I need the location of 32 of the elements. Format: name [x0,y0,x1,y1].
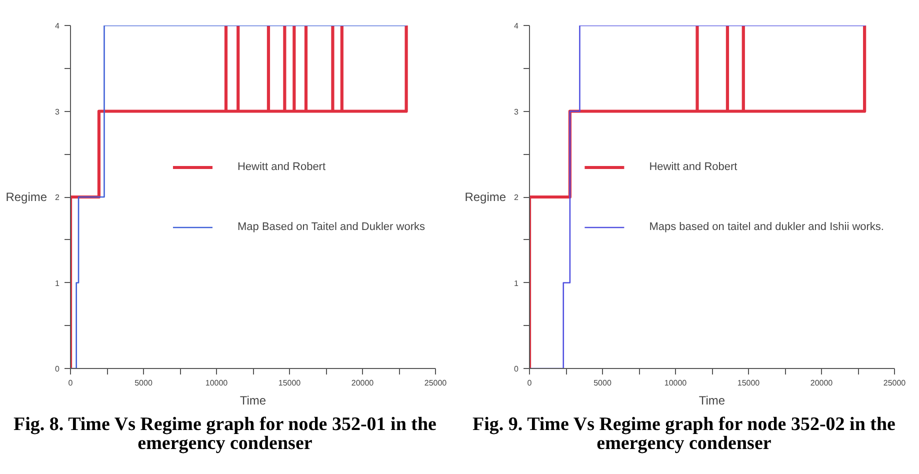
x-tick-label: 0 [68,378,74,388]
y-tick-label: 2 [55,193,60,202]
y-tick-label: 0 [514,364,520,374]
x-tick-label: 20000 [810,378,834,388]
y-axis-title: Regime [6,190,48,204]
y-axis-title: Regime [464,190,506,204]
x-tick-label: 25000 [424,378,448,388]
x-tick-label: 5000 [134,378,153,388]
caption: Fig. 8. Time Vs Regime graph for node 352-01 in the emergency condenser [12,414,438,454]
y-tick-label: 4 [55,22,60,30]
x-tick-label: 25000 [883,378,906,388]
legend-label: Hewitt and Robert [649,160,738,172]
x-tick-label: 20000 [351,378,374,388]
x-tick-label: 15000 [737,378,760,388]
x-tick-label: 10000 [205,378,228,388]
y-tick-label: 1 [514,278,520,288]
legend-label: Map Based on Taitel and Dukler works [237,220,425,232]
y-tick-label: 0 [55,364,60,374]
y-tick-label: 1 [55,278,60,288]
legend-label: Maps based on taitel and dukler and Ishii works. [649,220,884,232]
x-tick-label: 15000 [278,378,302,388]
x-tick-label: 10000 [664,378,688,388]
y-tick-label: 4 [514,22,520,30]
caption: Fig. 9. Time Vs Regime graph for node 352-02 in the emergency condenser [472,414,896,454]
legend-label: Hewitt and Robert [237,160,326,172]
y-tick-label: 2 [514,193,520,202]
x-axis-title: Time [698,394,726,408]
x-tick-label: 5000 [594,378,612,388]
y-tick-label: 3 [514,107,520,116]
y-tick-label: 3 [55,107,60,116]
x-tick-label: 0 [527,378,532,388]
x-axis-title: Time [240,394,266,408]
